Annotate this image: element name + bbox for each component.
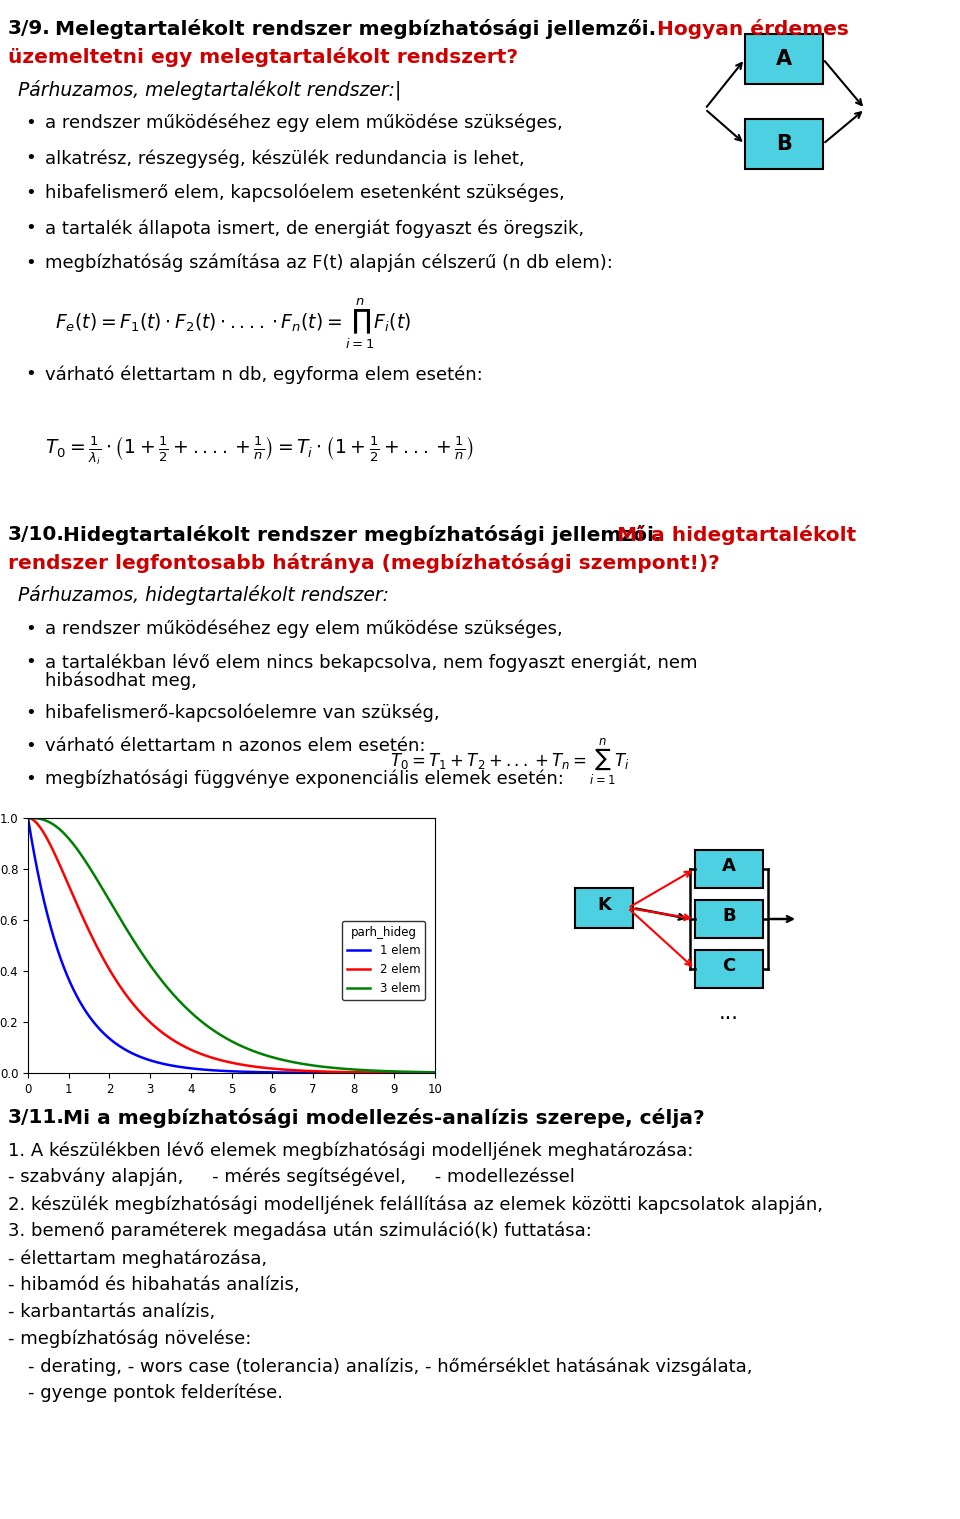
Text: •: • xyxy=(25,184,36,202)
Text: üzemeltetni egy melegtartalékolt rendszert?: üzemeltetni egy melegtartalékolt rendsze… xyxy=(8,47,518,67)
Text: Melegtartalékolt rendszer megbízhatósági jellemzői.: Melegtartalékolt rendszer megbízhatósági… xyxy=(55,20,656,39)
Text: ...: ... xyxy=(719,1003,739,1022)
Text: - gyenge pontok felderítése.: - gyenge pontok felderítése. xyxy=(28,1384,283,1402)
Text: - megbízhatóság növelése:: - megbízhatóság növelése: xyxy=(8,1331,252,1349)
FancyBboxPatch shape xyxy=(745,118,823,169)
FancyBboxPatch shape xyxy=(575,889,633,928)
Text: 3. bemenő paraméterek megadása után szimuláció(k) futtatása:: 3. bemenő paraméterek megadása után szim… xyxy=(8,1221,592,1241)
Text: hibafelismerő elem, kapcsolóelem esetenként szükséges,: hibafelismerő elem, kapcsolóelem esetenk… xyxy=(45,184,564,202)
Text: Hogyan érdemes: Hogyan érdemes xyxy=(650,20,849,39)
Text: hibafelismerő-kapcsolóelemre van szükség,: hibafelismerő-kapcsolóelemre van szükség… xyxy=(45,703,440,723)
Text: - karbantartás analízis,: - karbantartás analízis, xyxy=(8,1303,215,1322)
Text: B: B xyxy=(722,907,735,925)
Text: $T_0 = \frac{1}{\lambda_i} \cdot \left(1 + \frac{1}{2} + .... + \frac{1}{n}\righ: $T_0 = \frac{1}{\lambda_i} \cdot \left(1… xyxy=(45,434,474,468)
Text: $F_e(t) = F_1(t) \cdot F_2(t) \cdot .... \cdot F_n(t) = \prod_{i=1}^{n} F_i(t)$: $F_e(t) = F_1(t) \cdot F_2(t) \cdot ....… xyxy=(55,298,411,351)
Text: •: • xyxy=(25,703,36,722)
Text: C: C xyxy=(722,957,735,975)
Text: a rendszer működéséhez egy elem működése szükséges,: a rendszer működéséhez egy elem működése… xyxy=(45,114,563,132)
Text: •: • xyxy=(25,254,36,272)
Text: A: A xyxy=(722,857,736,875)
Text: •: • xyxy=(25,770,36,788)
Text: a tartalékban lévő elem nincs bekapcsolva, nem fogyaszt energiát, nem: a tartalékban lévő elem nincs bekapcsolv… xyxy=(45,653,698,671)
Text: •: • xyxy=(25,219,36,237)
Text: megbízhatóság számítása az F(t) alapján célszerű (n db elem):: megbízhatóság számítása az F(t) alapján … xyxy=(45,254,612,272)
Text: 3/9.: 3/9. xyxy=(8,20,51,38)
Text: 1. A készülékben lévő elemek megbízhatósági modelljének meghatározása:: 1. A készülékben lévő elemek megbízhatós… xyxy=(8,1141,693,1159)
Text: alkatrész, részegység, készülék redundancia is lehet,: alkatrész, részegység, készülék redundan… xyxy=(45,149,524,167)
Text: •: • xyxy=(25,114,36,132)
Text: 2. készülék megbízhatósági modelljének felállítása az elemek közötti kapcsolatok: 2. készülék megbízhatósági modelljének f… xyxy=(8,1195,823,1214)
Text: a rendszer működéséhez egy elem működése szükséges,: a rendszer működéséhez egy elem működése… xyxy=(45,620,563,638)
Text: rendszer legfontosabb hátránya (megbízhatósági szempont!)?: rendszer legfontosabb hátránya (megbízha… xyxy=(8,553,720,573)
FancyBboxPatch shape xyxy=(695,851,763,889)
Text: •: • xyxy=(25,149,36,167)
Text: A: A xyxy=(776,49,792,68)
Text: - hibamód és hibahatás analízis,: - hibamód és hibahatás analízis, xyxy=(8,1276,300,1294)
Text: •: • xyxy=(25,737,36,755)
Text: - szabvány alapján,     - mérés segítségével,     - modellezéssel: - szabvány alapján, - mérés segítségével… xyxy=(8,1168,575,1186)
Text: •: • xyxy=(25,653,36,671)
Text: B: B xyxy=(776,134,792,153)
Text: - derating, - wors case (tolerancia) analízis, - hőmérséklet hatásának vizsgálat: - derating, - wors case (tolerancia) ana… xyxy=(28,1356,753,1376)
Text: - élettartam meghatározása,: - élettartam meghatározása, xyxy=(8,1249,267,1267)
Text: várható élettartam n azonos elem esetén:: várható élettartam n azonos elem esetén: xyxy=(45,737,425,755)
Text: megbízhatósági függvénye exponenciális elemek esetén:: megbízhatósági függvénye exponenciális e… xyxy=(45,770,564,788)
Text: Mi a megbízhatósági modellezés-analízis szerepe, célja?: Mi a megbízhatósági modellezés-analízis … xyxy=(63,1107,705,1129)
Text: •: • xyxy=(25,620,36,638)
Text: K: K xyxy=(597,896,611,914)
Text: hibásodhat meg,: hibásodhat meg, xyxy=(45,671,197,690)
Text: Párhuzamos, hidegtartalékolt rendszer:: Párhuzamos, hidegtartalékolt rendszer: xyxy=(18,585,389,605)
Text: várható élettartam n db, egyforma elem esetén:: várható élettartam n db, egyforma elem e… xyxy=(45,365,483,383)
Text: a tartalék állapota ismert, de energiát fogyaszt és öregszik,: a tartalék állapota ismert, de energiát … xyxy=(45,219,584,237)
Text: 3/11.: 3/11. xyxy=(8,1107,65,1127)
Text: $T_0 = T_1 + T_2 + ... + T_n = \sum_{i=1}^{n} T_i$: $T_0 = T_1 + T_2 + ... + T_n = \sum_{i=1… xyxy=(390,737,630,787)
FancyBboxPatch shape xyxy=(695,949,763,987)
Text: Mi a hidegtartalékolt: Mi a hidegtartalékolt xyxy=(610,526,856,545)
Text: Párhuzamos, melegtartalékolt rendszer:|: Párhuzamos, melegtartalékolt rendszer:| xyxy=(18,79,401,100)
FancyBboxPatch shape xyxy=(695,899,763,939)
FancyBboxPatch shape xyxy=(745,33,823,84)
Text: 3/10.: 3/10. xyxy=(8,526,65,544)
Text: Hidegtartalékolt rendszer megbízhatósági jellemzői.: Hidegtartalékolt rendszer megbízhatósági… xyxy=(63,526,661,545)
Text: •: • xyxy=(25,365,36,383)
